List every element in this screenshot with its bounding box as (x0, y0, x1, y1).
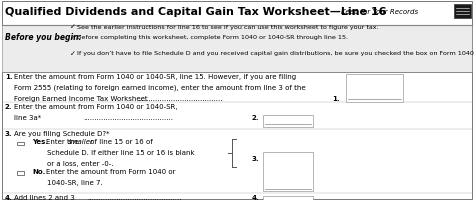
Bar (263, 196, 313, 200)
Text: 1.: 1. (5, 74, 12, 80)
Text: See the earlier instructions for line 16 to see if you can use this worksheet to: See the earlier instructions for line 16… (77, 24, 378, 29)
Bar (346, 74, 403, 102)
Text: Keep for Your Records: Keep for Your Records (341, 9, 419, 15)
Text: ✓: ✓ (70, 24, 76, 30)
Text: 1040-SR, line 7.: 1040-SR, line 7. (47, 180, 103, 186)
Bar (2, 25, 472, 72)
Text: line 3a*: line 3a* (14, 115, 41, 121)
Bar (263, 152, 313, 191)
Text: ........................................: ........................................ (83, 115, 173, 121)
Text: 1.: 1. (332, 96, 339, 102)
Text: ✓: ✓ (70, 51, 76, 57)
Text: Enter the amount from Form 1040 or 1040-SR,: Enter the amount from Form 1040 or 1040-… (14, 104, 178, 110)
Text: 2.: 2. (251, 115, 259, 121)
Text: If you don’t have to file Schedule D and you received capital gain distributions: If you don’t have to file Schedule D and… (77, 51, 474, 56)
Text: Before completing this worksheet, complete Form 1040 or 1040-SR through line 15.: Before completing this worksheet, comple… (77, 36, 348, 40)
Bar (17, 142, 24, 145)
Text: Form 2555 (relating to foreign earned income), enter the amount from line 3 of t: Form 2555 (relating to foreign earned in… (14, 85, 306, 91)
Text: Yes.: Yes. (32, 139, 48, 145)
Text: No.: No. (32, 169, 46, 175)
Text: 4.: 4. (5, 195, 12, 200)
Bar (17, 171, 24, 175)
Text: ✓: ✓ (70, 35, 76, 41)
Text: smaller: smaller (68, 139, 94, 145)
Text: Qualified Dividends and Capital Gain Tax Worksheet—Line 16: Qualified Dividends and Capital Gain Tax… (5, 7, 386, 17)
Bar (2, 25, 472, 72)
Text: Enter the amount from Form 1040 or: Enter the amount from Form 1040 or (46, 169, 175, 175)
Text: ......................................: ...................................... (137, 96, 223, 102)
Text: Foreign Earned Income Tax Worksheet: Foreign Earned Income Tax Worksheet (14, 96, 148, 102)
Bar (263, 115, 313, 127)
Text: 4.: 4. (251, 195, 259, 200)
Text: Are you filing Schedule D?*: Are you filing Schedule D?* (14, 131, 109, 137)
Text: 3.: 3. (5, 131, 12, 137)
Text: Schedule D. If either line 15 or 16 is blank: Schedule D. If either line 15 or 16 is b… (47, 150, 195, 156)
Text: or a loss, enter -0-.: or a loss, enter -0-. (47, 161, 114, 167)
Text: Add lines 2 and 3: Add lines 2 and 3 (14, 195, 75, 200)
Text: Before you begin:: Before you begin: (5, 33, 81, 43)
Text: of line 15 or 16 of: of line 15 or 16 of (88, 139, 153, 145)
Text: 2.: 2. (5, 104, 12, 110)
Text: Enter the amount from Form 1040 or 1040-SR, line 15. However, if you are filing: Enter the amount from Form 1040 or 1040-… (14, 74, 296, 80)
Bar (454, 4, 471, 18)
Text: 3.: 3. (251, 156, 259, 162)
Text: Enter the: Enter the (46, 139, 80, 145)
Text: ..........................................: ........................................… (88, 195, 182, 200)
